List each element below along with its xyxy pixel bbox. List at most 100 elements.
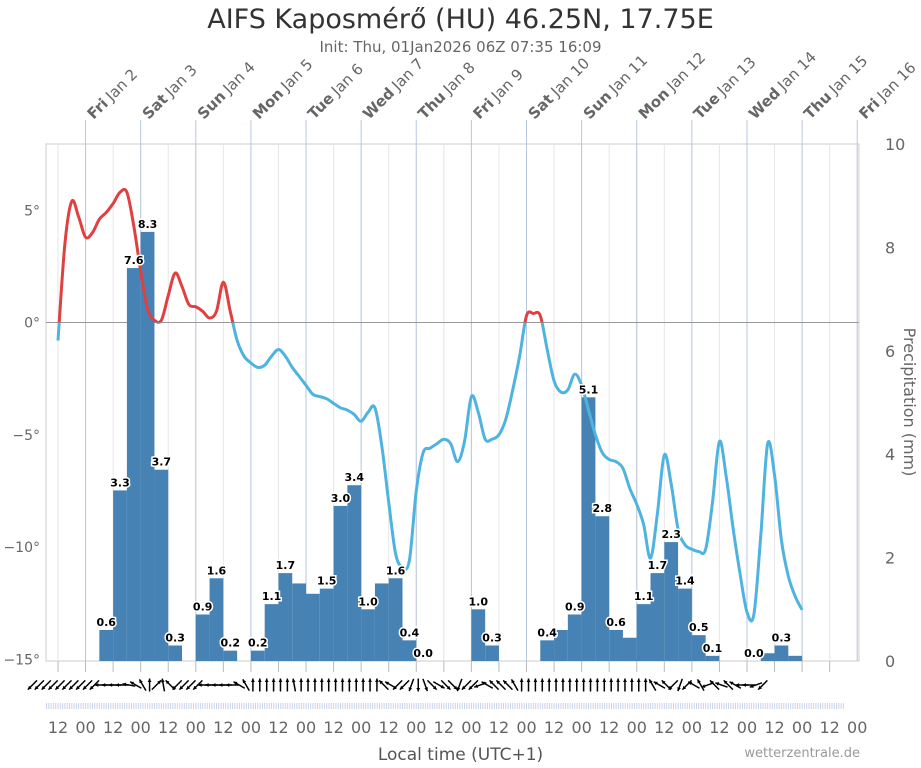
precipitation-bar bbox=[595, 516, 610, 661]
wind-arrow bbox=[677, 678, 684, 692]
wind-arrow-head bbox=[440, 684, 445, 689]
day-label-date: Jan 11 bbox=[605, 51, 652, 98]
precipitation-bar bbox=[760, 653, 775, 661]
wind-arrow-head bbox=[653, 681, 658, 686]
precipitation-bar bbox=[609, 629, 623, 661]
wind-arrow-head bbox=[139, 679, 143, 684]
x-axis-tick-label: 12 bbox=[158, 718, 178, 737]
precipitation-bar bbox=[402, 640, 417, 661]
precipitation-bar bbox=[678, 588, 692, 661]
wind-arrow bbox=[502, 679, 513, 691]
wind-arrows bbox=[27, 678, 768, 692]
x-axis-tick-label: 00 bbox=[847, 718, 867, 737]
wind-arrow-head bbox=[561, 678, 565, 683]
wind-arrow-head bbox=[661, 680, 666, 685]
day-label-date: Jan 9 bbox=[487, 65, 527, 105]
precipitation-data-label: 0.2 bbox=[220, 637, 240, 650]
wind-arrow-head bbox=[250, 678, 255, 683]
wind-arrow-head bbox=[526, 678, 531, 683]
wind-arrow bbox=[643, 678, 648, 692]
x-axis-tick-label: 00 bbox=[75, 718, 95, 737]
precipitation-bar bbox=[319, 588, 334, 661]
wind-arrow-head bbox=[749, 684, 754, 688]
wind-arrow bbox=[47, 679, 59, 691]
wind-arrow bbox=[461, 679, 472, 691]
wind-arrow bbox=[299, 678, 304, 692]
wind-arrow-head bbox=[399, 685, 404, 690]
wind-arrow-head bbox=[595, 678, 600, 683]
day-label-weekday: Mon bbox=[635, 85, 673, 123]
x-axis-tick-label: 00 bbox=[682, 718, 702, 737]
wind-arrow bbox=[122, 682, 136, 687]
wind-arrow-head bbox=[122, 682, 127, 687]
precipitation-data-label: 0.4 bbox=[400, 626, 420, 639]
wind-arrow bbox=[185, 679, 197, 691]
wind-arrow bbox=[440, 679, 451, 691]
precipitation-bar bbox=[361, 609, 375, 661]
x-axis-tick-label: 12 bbox=[323, 718, 343, 737]
wind-arrow-head bbox=[62, 685, 67, 690]
wind-arrow bbox=[242, 678, 250, 692]
wind-arrow-head bbox=[709, 680, 714, 685]
wind-arrow-head bbox=[375, 678, 379, 683]
day-label-date: Jan 7 bbox=[387, 55, 427, 95]
wind-arrow-head bbox=[101, 683, 106, 687]
day-label-weekday: Tue bbox=[690, 89, 724, 123]
wind-arrow-head bbox=[581, 678, 586, 683]
wind-arrow-head bbox=[218, 683, 223, 687]
precipitation-bar bbox=[664, 542, 679, 661]
wind-arrow-head bbox=[636, 678, 641, 683]
wind-arrow-head bbox=[89, 685, 94, 690]
wind-arrow bbox=[178, 679, 190, 691]
day-label: FriJan 9 bbox=[469, 65, 526, 122]
precipitation-data-label: 0.2 bbox=[248, 637, 268, 650]
precipitation-bars bbox=[99, 231, 803, 661]
wind-arrow-head bbox=[264, 678, 269, 683]
precipitation-data-labels: 0.6 3.3 7.6 8.3 3.7 0.3 0.9 1.6 0.2 0.2 1.1 1.7 1.5 3… bbox=[95, 216, 793, 661]
x-axis-tick-label: 00 bbox=[461, 718, 481, 737]
wind-arrow bbox=[468, 679, 479, 691]
temperature-line bbox=[56, 187, 804, 623]
x-axis-tick-label: 12 bbox=[489, 718, 509, 737]
precipitation-bar bbox=[250, 650, 265, 661]
wind-arrow-head bbox=[326, 678, 331, 683]
wind-arrow-head bbox=[629, 678, 634, 683]
wind-arrow bbox=[68, 679, 79, 691]
x-axis-tick-label: 12 bbox=[599, 718, 619, 737]
wind-arrow bbox=[340, 678, 345, 692]
wind-arrow bbox=[147, 678, 152, 692]
precipitation-bar bbox=[788, 655, 803, 661]
wind-arrow bbox=[623, 678, 627, 692]
wind-arrow-head bbox=[393, 685, 397, 690]
wind-arrow bbox=[447, 679, 458, 691]
precipitation-bar bbox=[540, 640, 555, 661]
x-axis-tick-label: 12 bbox=[819, 718, 839, 737]
day-label-date: Jan 16 bbox=[873, 59, 920, 106]
wind-arrow-head bbox=[609, 678, 614, 683]
wind-arrow bbox=[378, 679, 389, 691]
x-axis-tick-label: 00 bbox=[516, 718, 536, 737]
precipitation-data-label: 1.6 bbox=[386, 564, 406, 577]
precipitation-data-label: 2.3 bbox=[661, 528, 681, 541]
wind-arrow bbox=[588, 678, 593, 692]
precipitation-bar bbox=[306, 593, 320, 661]
day-label-date: Jan 13 bbox=[713, 53, 760, 100]
wind-arrow-head bbox=[69, 685, 74, 690]
wind-arrow-head bbox=[682, 685, 687, 690]
day-label-date: Jan 5 bbox=[277, 55, 317, 95]
wind-arrow bbox=[481, 681, 494, 689]
wind-arrow bbox=[723, 679, 734, 691]
wind-arrow bbox=[687, 681, 700, 689]
wind-arrow-head bbox=[519, 678, 524, 683]
precipitation-bar bbox=[374, 583, 389, 661]
wind-arrow-head bbox=[602, 678, 607, 683]
precipitation-data-label: 0.0 bbox=[744, 647, 764, 660]
wind-arrow-head bbox=[147, 678, 152, 683]
wind-arrow-head bbox=[416, 687, 421, 692]
wind-arrow-head bbox=[723, 680, 728, 685]
precipitation-bar bbox=[636, 604, 651, 661]
wind-arrow bbox=[574, 678, 579, 692]
wind-arrow bbox=[129, 681, 142, 689]
wind-arrow-head bbox=[588, 678, 593, 683]
precipitation-bar bbox=[292, 583, 307, 661]
